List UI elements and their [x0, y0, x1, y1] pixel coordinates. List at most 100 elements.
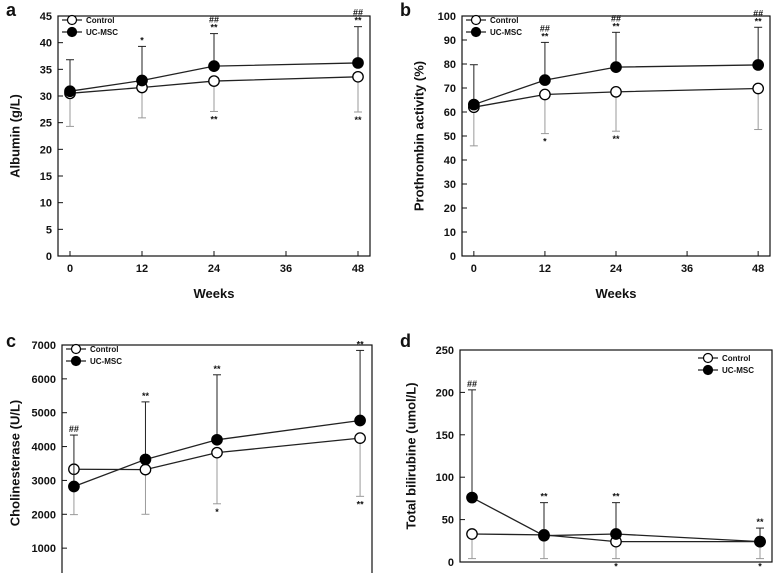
- legend: Control UC-MSC: [62, 14, 118, 38]
- data-point: [352, 57, 364, 69]
- significance-mark: *: [614, 562, 618, 572]
- series-line: [471, 533, 760, 543]
- y-tick-label: 15: [40, 171, 52, 183]
- data-point: [466, 528, 478, 540]
- legend-marker: [66, 26, 78, 38]
- data-point: [354, 432, 366, 444]
- series-line: [473, 64, 759, 106]
- y-tick-label: 200: [436, 387, 454, 399]
- legend: Control UC-MSC: [466, 14, 522, 38]
- y-tick-label: 6000: [32, 374, 56, 386]
- x-axis-title: Weeks: [194, 286, 235, 301]
- data-point: [352, 70, 364, 83]
- significance-mark: **: [357, 339, 365, 349]
- y-tick-label: 80: [444, 59, 456, 71]
- data-point: [139, 453, 152, 466]
- significance-mark: ##: [69, 424, 79, 434]
- data-point: [136, 74, 148, 87]
- significance-mark: **: [541, 31, 549, 41]
- legend-label: UC-MSC: [86, 28, 118, 37]
- legend-marker: [66, 14, 78, 26]
- significance-mark: ##: [467, 379, 477, 389]
- y-tick-label: 0: [448, 557, 454, 569]
- significance-mark: ##: [540, 23, 550, 33]
- y-tick-label: 25: [40, 118, 52, 130]
- legend-label: Control: [490, 16, 518, 25]
- legend-marker: [70, 343, 82, 355]
- plot-frame: [61, 344, 373, 573]
- y-tick-label: 4000: [32, 442, 56, 454]
- x-tick-label: 48: [752, 263, 764, 275]
- legend: Control UC-MSC: [698, 352, 754, 376]
- y-tick-label: 100: [438, 11, 456, 23]
- y-axis-title: Cholinesterase (U/L): [7, 400, 22, 526]
- y-tick-label: 30: [40, 91, 52, 103]
- y-tick-label: 40: [444, 155, 456, 167]
- data-point: [539, 88, 551, 101]
- legend-label: Control: [90, 345, 118, 354]
- y-tick-label: 40: [40, 38, 52, 50]
- significance-mark: **: [142, 391, 150, 401]
- x-axis-title: Weeks: [596, 286, 637, 301]
- legend-marker: [70, 355, 82, 367]
- series-line: [69, 62, 359, 92]
- series-line: [471, 496, 761, 543]
- y-tick-label: 20: [40, 144, 52, 156]
- y-axis-title: Total bilirubine (umol/L): [403, 382, 418, 529]
- data-point: [208, 75, 220, 87]
- data-point: [610, 61, 622, 73]
- y-tick-label: 60: [444, 107, 456, 119]
- y-tick-label: 3000: [32, 475, 56, 487]
- y-tick-label: 30: [444, 179, 456, 191]
- significance-mark: **: [354, 16, 362, 26]
- y-tick-label: 0: [450, 251, 456, 263]
- data-point: [538, 529, 550, 542]
- y-tick-label: 7000: [32, 340, 56, 352]
- data-point: [211, 446, 223, 459]
- chart-panel-b: b 0 10 20 30 40 50 60 70 80 90 100 0 12 24 36 48 Prothrom…: [400, 0, 771, 301]
- legend-label: UC-MSC: [490, 28, 522, 37]
- significance-mark: **: [210, 114, 218, 124]
- significance-mark: **: [210, 23, 218, 33]
- x-tick-label: 0: [67, 263, 73, 275]
- series-line: [473, 87, 759, 108]
- significance-mark: ##: [753, 8, 763, 18]
- legend-marker: [470, 26, 482, 38]
- y-tick-label: 20: [444, 203, 456, 215]
- panel-letter: d: [400, 331, 411, 351]
- x-tick-label: 12: [539, 263, 551, 275]
- data-point: [139, 463, 152, 476]
- data-point: [211, 433, 223, 446]
- panel-letter: c: [6, 331, 16, 351]
- y-tick-label: 45: [40, 11, 52, 23]
- data-point: [354, 414, 366, 427]
- chart-panel-a: a 0 5 10 15 20 25 30 35 40 45 0 12 24 36 48 Albumin (g/L…: [6, 0, 371, 301]
- y-axis-title: Prothrombin activity (%): [411, 61, 426, 211]
- legend-label: UC-MSC: [722, 366, 754, 375]
- y-tick-label: 5: [46, 224, 52, 236]
- x-tick-label: 0: [471, 263, 477, 275]
- data-point: [610, 528, 622, 540]
- y-tick-label: 0: [46, 251, 52, 263]
- significance-mark: ##: [209, 15, 219, 25]
- series-uc-msc: [467, 26, 765, 111]
- legend-label: Control: [722, 354, 750, 363]
- y-tick-label: 5000: [32, 408, 56, 420]
- significance-mark: ##: [611, 13, 621, 23]
- significance-mark: **: [354, 115, 362, 125]
- significance-mark: *: [215, 507, 219, 517]
- x-tick-label: 12: [136, 263, 148, 275]
- x-tick-label: 48: [352, 263, 364, 275]
- x-tick-label: 24: [208, 263, 221, 275]
- data-point: [64, 85, 76, 98]
- x-tick-label: 36: [681, 263, 693, 275]
- y-tick-label: 70: [444, 83, 456, 95]
- y-tick-label: 10: [444, 227, 456, 239]
- x-tick-label: 36: [280, 263, 292, 275]
- y-tick-label: 50: [444, 131, 456, 143]
- y-tick-label: 100: [436, 472, 454, 484]
- legend-label: Control: [86, 16, 114, 25]
- legend-label: UC-MSC: [90, 357, 122, 366]
- y-tick-label: 35: [40, 64, 52, 76]
